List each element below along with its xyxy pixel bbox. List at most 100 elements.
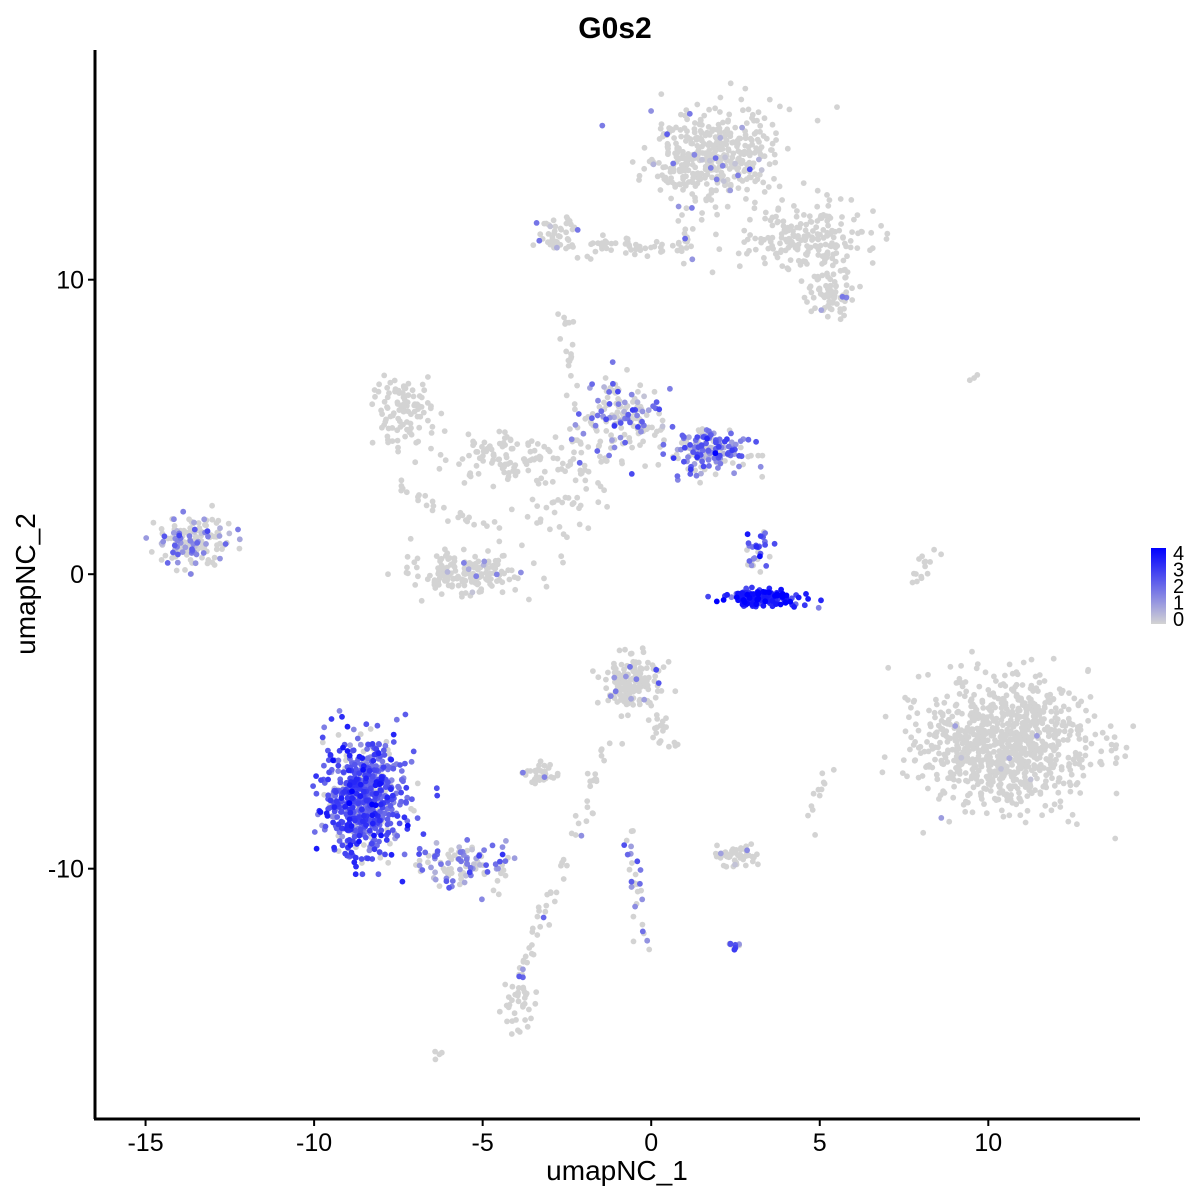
data-point (636, 243, 643, 250)
data-point (570, 318, 577, 325)
data-point (964, 778, 971, 785)
data-point (171, 523, 178, 529)
data-point (774, 254, 781, 261)
data-point (651, 243, 658, 250)
data-point (513, 1017, 519, 1023)
data-point (685, 167, 692, 174)
data-point (364, 746, 370, 752)
data-point (724, 203, 731, 210)
data-point (390, 765, 397, 772)
data-point (907, 746, 913, 753)
data-point (475, 470, 482, 477)
data-point (1075, 701, 1082, 708)
data-point (915, 673, 922, 680)
data-point (563, 348, 570, 355)
data-point (443, 878, 450, 885)
data-point (935, 744, 941, 751)
data-point (346, 837, 353, 843)
data-point (339, 808, 345, 815)
data-point (457, 509, 464, 516)
data-point (814, 117, 821, 124)
data-point (383, 837, 390, 843)
data-point (769, 234, 776, 241)
data-point (1007, 796, 1014, 802)
data-point (339, 713, 345, 720)
data-point (359, 818, 366, 825)
data-point (656, 160, 662, 166)
data-point (621, 842, 628, 848)
data-point (164, 560, 171, 566)
data-point (749, 584, 755, 591)
data-point (634, 858, 641, 865)
data-point (752, 246, 759, 253)
data-point (601, 384, 607, 390)
data-point (999, 739, 1005, 746)
data-point (561, 314, 567, 321)
data-point (791, 203, 797, 209)
data-point (384, 816, 391, 823)
data-point (806, 245, 812, 252)
data-point (492, 557, 499, 564)
data-point (962, 770, 969, 776)
data-point (572, 812, 579, 819)
data-point (810, 790, 817, 797)
data-point (675, 239, 682, 246)
data-point (478, 573, 485, 579)
data-point (483, 862, 489, 868)
data-point (747, 135, 754, 142)
data-point (432, 1048, 438, 1055)
data-point (388, 851, 395, 858)
data-point (484, 445, 491, 452)
data-point (361, 812, 367, 819)
data-point (533, 220, 540, 226)
data-point (675, 455, 681, 462)
data-point (538, 475, 545, 482)
data-point (496, 456, 503, 463)
data-point (701, 112, 708, 119)
data-point (802, 227, 809, 234)
data-point (769, 140, 776, 147)
data-point (1021, 780, 1028, 787)
data-point (1099, 729, 1106, 736)
data-point (605, 697, 612, 704)
data-point (371, 767, 378, 773)
data-point (956, 762, 962, 769)
data-point (655, 680, 662, 686)
data-point (973, 776, 980, 782)
data-point (411, 559, 418, 566)
data-point (371, 846, 378, 853)
data-point (999, 709, 1006, 716)
data-point (725, 146, 732, 153)
data-point (656, 740, 663, 746)
data-point (400, 401, 407, 408)
data-point (395, 415, 402, 422)
data-point (617, 697, 624, 703)
data-point (776, 183, 783, 190)
data-point (676, 166, 683, 173)
data-point (1015, 705, 1022, 712)
data-point (368, 840, 375, 847)
data-point (941, 699, 948, 706)
data-point (805, 812, 811, 819)
data-point (842, 274, 848, 281)
data-point (564, 862, 570, 869)
data-point (1006, 661, 1013, 668)
data-point (762, 209, 769, 216)
data-point (346, 782, 353, 788)
data-point (1065, 706, 1072, 713)
data-point (501, 469, 508, 476)
data-point (758, 167, 765, 173)
data-point (666, 743, 672, 750)
data-point (950, 794, 957, 801)
data-point (551, 230, 557, 237)
data-point (600, 232, 606, 239)
data-point (415, 438, 422, 445)
data-point (759, 452, 766, 459)
data-point (915, 727, 922, 734)
data-point (1051, 782, 1058, 789)
data-point (173, 567, 180, 574)
data-point (335, 732, 342, 738)
data-point (667, 385, 673, 392)
data-point (499, 844, 506, 850)
data-point (918, 573, 925, 580)
